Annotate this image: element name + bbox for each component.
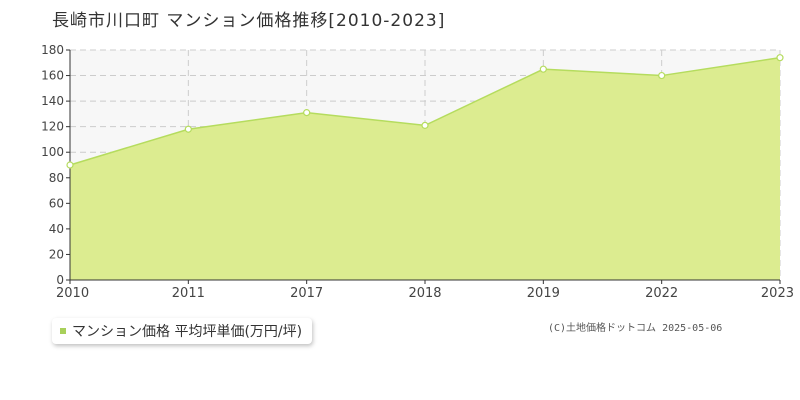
y-tick-label: 100 bbox=[41, 145, 64, 159]
x-tick-label: 2010 bbox=[56, 286, 89, 301]
legend: マンション価格 平均坪単価(万円/坪) bbox=[52, 318, 313, 344]
chart-title: 長崎市川口町 マンション価格推移[2010-2023] bbox=[52, 11, 446, 31]
y-tick-label: 140 bbox=[41, 94, 64, 108]
legend-label: マンション価格 平均坪単価(万円/坪) bbox=[72, 324, 303, 340]
data-point bbox=[184, 125, 192, 133]
y-tick-label: 0 bbox=[56, 273, 64, 287]
data-point bbox=[539, 65, 547, 73]
y-tick-label: 160 bbox=[41, 69, 64, 83]
x-tick-label: 2019 bbox=[527, 286, 560, 301]
x-tick-label: 2023 bbox=[761, 286, 794, 301]
area-series-fill bbox=[70, 57, 780, 280]
x-tick-label: 2018 bbox=[408, 286, 441, 301]
y-tick-label: 60 bbox=[49, 196, 64, 210]
x-tick-label: 2017 bbox=[290, 286, 323, 301]
data-point bbox=[66, 161, 74, 169]
y-tick-label: 80 bbox=[49, 171, 64, 185]
y-tick-label: 20 bbox=[49, 247, 64, 261]
x-axis-ticks: 2010 2011 2017 2018 2019 2022 2023 bbox=[56, 280, 794, 301]
x-tick-label: 2022 bbox=[645, 286, 678, 301]
data-point bbox=[658, 71, 666, 80]
data-point bbox=[421, 121, 429, 129]
data-points bbox=[66, 54, 784, 169]
y-axis-ticks: 0 20 40 60 80 100 120 140 160 180 bbox=[41, 43, 70, 287]
y-tick-label: 40 bbox=[49, 222, 64, 236]
legend-marker bbox=[60, 328, 66, 334]
data-point bbox=[776, 54, 784, 62]
x-tick-label: 2011 bbox=[172, 286, 205, 301]
copyright-text: (C)土地価格ドットコム 2025-05-06 bbox=[548, 323, 723, 334]
data-point bbox=[303, 109, 311, 117]
y-tick-label: 180 bbox=[41, 43, 64, 57]
y-tick-label: 120 bbox=[41, 120, 64, 134]
